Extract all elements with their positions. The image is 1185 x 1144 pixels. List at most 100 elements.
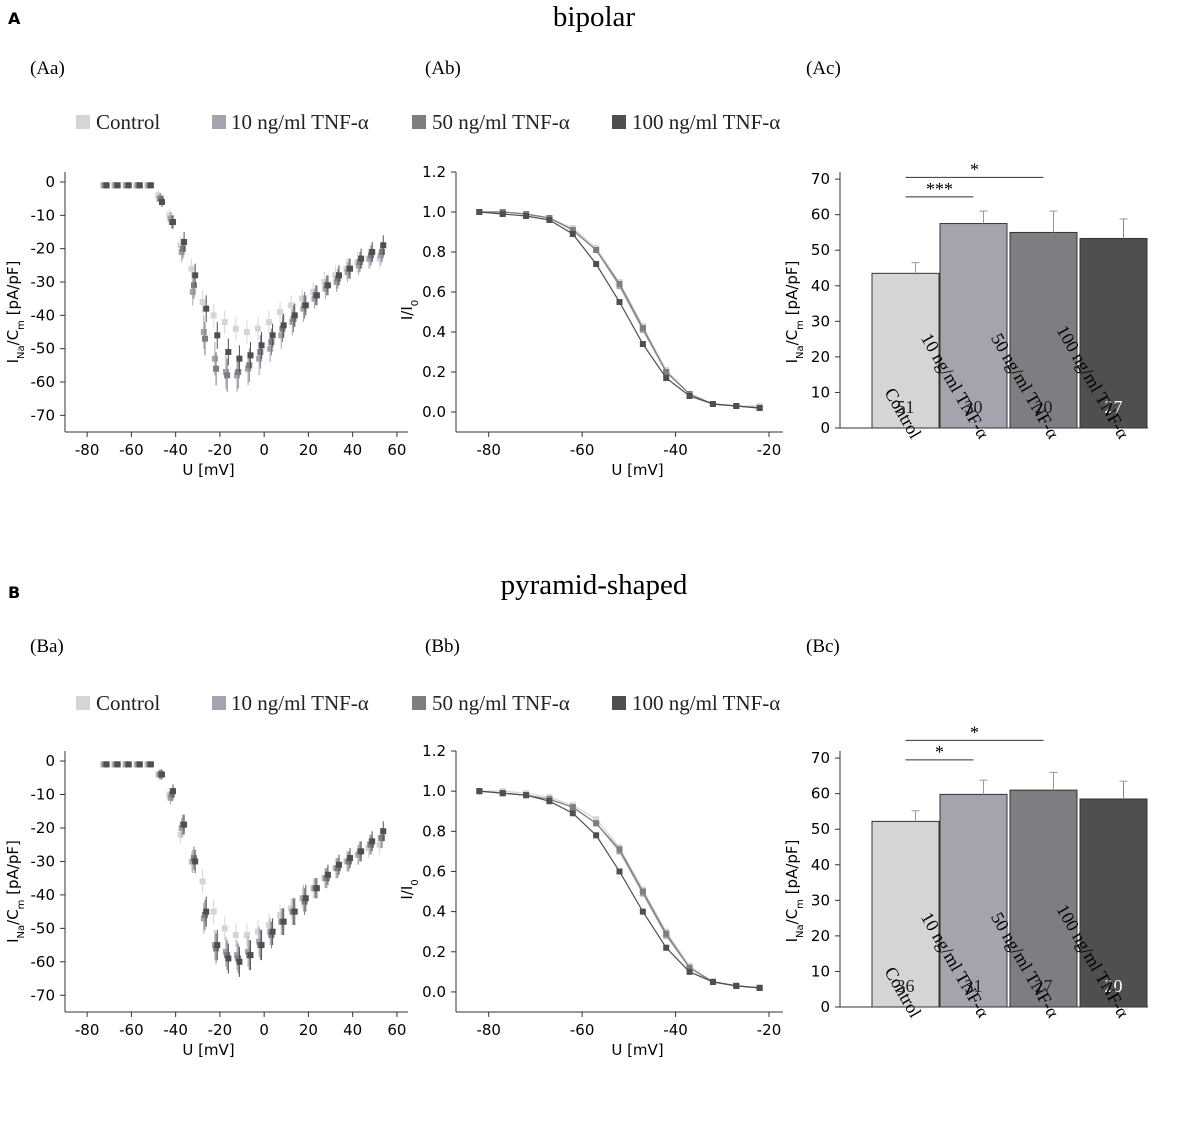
data-point <box>136 761 143 768</box>
y-tick-label: 1.0 <box>422 203 446 221</box>
legend-label-3: 100 ng/ml TNF-α <box>632 110 780 134</box>
data-point <box>756 405 763 411</box>
data-point <box>225 349 232 355</box>
data-point <box>235 955 242 962</box>
data-point <box>365 845 372 852</box>
data-point <box>639 888 646 895</box>
data-point <box>158 199 165 205</box>
x-tick-label: -80 <box>476 1021 501 1039</box>
legend-swatch-3 <box>612 696 626 710</box>
x-axis-label: U [mV] <box>182 1041 234 1059</box>
activation-chart-B: (Bb) -80 -60 -40 -20 0.0 0.2 0.4 0.6 0.8 1.0 1.2 U [… <box>398 636 783 1059</box>
y-tick-label: 0.8 <box>422 243 446 261</box>
data-point <box>569 227 576 233</box>
legend-label-1: 10 ng/ml TNF-α <box>231 691 369 715</box>
data-point <box>247 352 254 359</box>
significance-label: *** <box>926 179 953 199</box>
data-point <box>355 851 362 858</box>
data-point <box>192 858 199 865</box>
data-point <box>301 898 308 905</box>
x-axis-label: U [mV] <box>611 461 663 479</box>
data-point <box>523 213 530 219</box>
panel-label: (Aa) <box>30 58 65 79</box>
n-label: 30 <box>965 397 983 417</box>
data-point <box>235 369 242 375</box>
data-point <box>322 285 329 292</box>
x-tick-label: -40 <box>663 1021 688 1039</box>
data-point <box>158 771 165 778</box>
data-point <box>192 272 199 279</box>
data-point <box>302 895 309 902</box>
data-point <box>181 821 188 828</box>
legend-swatch-0 <box>76 696 90 710</box>
y-tick-label: 0.6 <box>422 862 446 880</box>
x-tick-label: -60 <box>570 1021 595 1039</box>
data-point <box>380 828 387 835</box>
x-tick-label: 60 <box>387 1021 406 1039</box>
significance-label: * <box>970 159 979 179</box>
fit-line <box>479 790 760 989</box>
y-tick-label: 0.2 <box>422 943 446 961</box>
x-axis-label: U [mV] <box>182 461 234 479</box>
data-point <box>177 831 184 838</box>
data-point <box>246 362 253 369</box>
legend-A: Control 10 ng/ml TNF-α 50 ng/ml TNF-α 100 n… <box>76 110 780 134</box>
data-point <box>569 804 576 811</box>
data-point <box>733 982 740 989</box>
data-point <box>245 365 252 372</box>
data-point <box>355 262 362 269</box>
data-point <box>379 835 386 841</box>
data-point <box>366 255 373 262</box>
data-point <box>335 861 342 868</box>
data-point <box>377 252 384 259</box>
data-point <box>334 865 341 872</box>
y-tick-label: -30 <box>31 852 56 870</box>
data-point <box>125 761 132 768</box>
y-tick-label: -40 <box>31 886 56 904</box>
data-point <box>221 925 228 932</box>
y-tick-label: 0.6 <box>422 283 446 301</box>
bar-2 <box>1009 231 1078 429</box>
y-tick-label: -20 <box>31 819 56 837</box>
data-point <box>266 922 272 928</box>
n-label: 27 <box>1105 397 1123 417</box>
data-point <box>639 325 646 331</box>
data-point <box>277 309 284 315</box>
legend-swatch-0 <box>76 115 90 129</box>
legend-label-2: 50 ng/ml TNF-α <box>432 691 570 715</box>
section-letter-B: B <box>8 583 20 602</box>
legend-label-1: 10 ng/ml TNF-α <box>231 110 369 134</box>
data-point <box>334 275 341 282</box>
data-point <box>232 932 239 939</box>
data-point <box>321 279 328 285</box>
legend-label-0: Control <box>96 110 160 134</box>
y-tick-label: 0.4 <box>422 323 446 341</box>
x-tick-label: -80 <box>75 1021 100 1039</box>
n-label: 20 <box>1035 397 1053 417</box>
bar-2 <box>1009 789 1078 1008</box>
series-3 <box>103 761 387 977</box>
data-point <box>103 761 110 768</box>
y-tick-label: 40 <box>811 856 830 874</box>
data-point <box>147 182 154 189</box>
y-tick-label: 50 <box>811 241 830 259</box>
data-point <box>277 911 284 918</box>
data-point <box>266 319 272 325</box>
y-tick-label: 0 <box>45 173 55 191</box>
data-point <box>190 855 197 862</box>
data-point <box>313 292 320 299</box>
fit-line <box>479 211 760 409</box>
panel-label: (Ba) <box>30 636 64 657</box>
data-point <box>686 968 693 975</box>
data-point <box>268 932 275 939</box>
y-tick-label: 10 <box>811 383 830 401</box>
data-point <box>177 242 184 249</box>
y-tick-label: -20 <box>31 240 56 258</box>
data-point <box>103 182 110 189</box>
data-point <box>222 948 229 955</box>
y-axis-label: INa/Cm [pA/pF] <box>4 840 27 943</box>
data-point <box>313 885 320 892</box>
data-point <box>616 281 623 287</box>
data-point <box>279 325 286 332</box>
